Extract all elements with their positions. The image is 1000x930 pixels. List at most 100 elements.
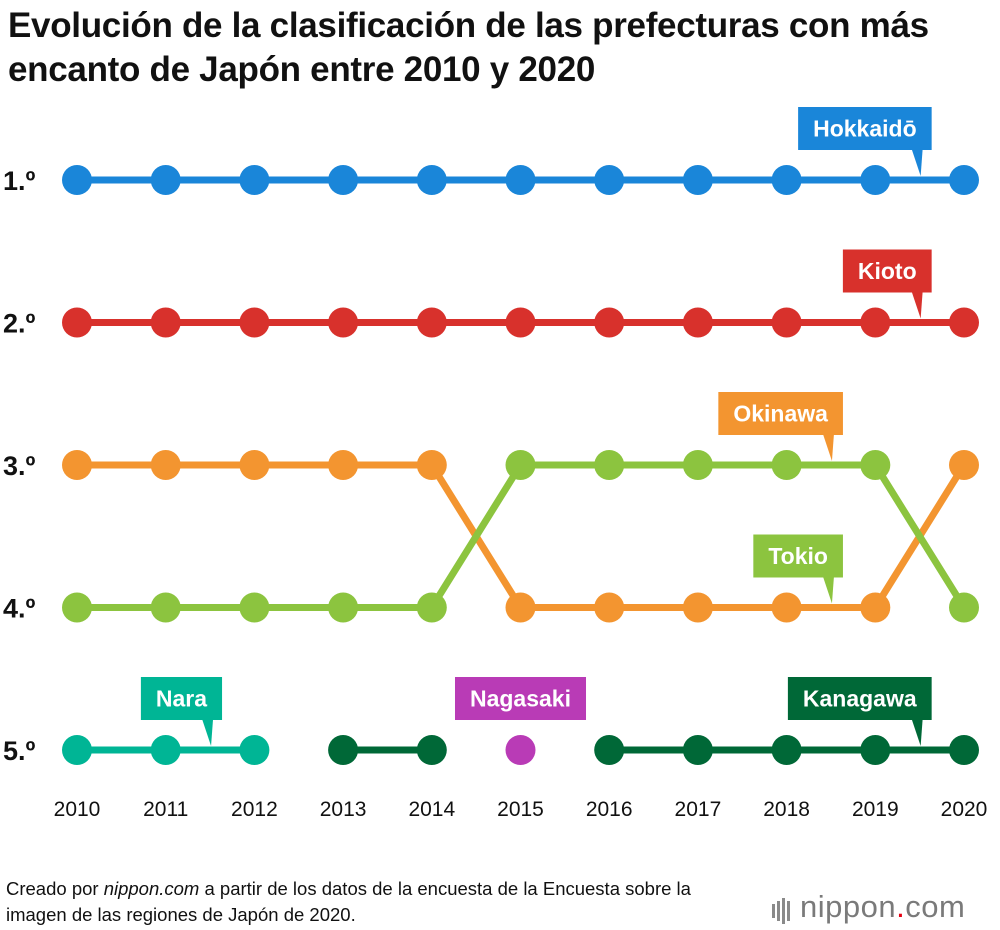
point-tokio-2019 bbox=[860, 450, 891, 480]
year-label-2013: 2013 bbox=[320, 798, 367, 821]
logo-name: nippon bbox=[800, 889, 897, 924]
point-kioto-2012 bbox=[239, 307, 270, 338]
point-okinawa-2011 bbox=[150, 450, 181, 480]
label-pointer-nara bbox=[202, 719, 214, 746]
point-hokkaido-2020 bbox=[949, 165, 979, 195]
point-hokkaido-2011 bbox=[150, 165, 181, 195]
point-kioto-2017 bbox=[682, 307, 713, 338]
label-text-nara: Nara bbox=[156, 686, 207, 712]
point-tokio-2010 bbox=[62, 592, 92, 623]
point-hokkaido-2015 bbox=[505, 165, 536, 195]
rank-chart: 1.º 2.º 3.º 4.º 5.º 2010 2011 2012 2013 2014 2015… bbox=[3, 107, 988, 821]
chart-title: Evolución de la clasificación de las pre… bbox=[8, 6, 929, 89]
point-kioto-2013 bbox=[328, 307, 359, 338]
label-box-kanagawa bbox=[787, 677, 932, 720]
label-box-nara bbox=[140, 677, 223, 720]
point-okinawa-2015 bbox=[505, 592, 536, 623]
point-kioto-2015 bbox=[505, 307, 536, 338]
point-tokio-2016 bbox=[594, 450, 625, 480]
rank-axis: 1.º 2.º 3.º 4.º 5.º bbox=[3, 166, 36, 766]
point-tokio-2018 bbox=[771, 450, 802, 480]
point-kanagawa-2016 bbox=[594, 735, 625, 765]
nippon-logo: nippon.com bbox=[772, 890, 1000, 924]
source-text-start: Creado por bbox=[6, 878, 104, 899]
point-hokkaido-2013 bbox=[328, 165, 359, 195]
point-hokkaido-2018 bbox=[771, 165, 802, 195]
point-tokio-2015 bbox=[505, 450, 536, 480]
label-box-kioto bbox=[842, 249, 932, 293]
point-kanagawa-2017 bbox=[682, 735, 713, 765]
label-kanagawa: Kanagawa bbox=[787, 677, 932, 746]
rank-label-3: 3.º bbox=[3, 451, 36, 481]
logo-tld: com bbox=[905, 889, 966, 924]
point-kanagawa-2019 bbox=[860, 735, 891, 765]
point-tokio-2012 bbox=[239, 592, 270, 623]
point-hokkaido-2019 bbox=[860, 165, 891, 195]
point-okinawa-2014 bbox=[416, 450, 447, 480]
series-labels: Hokkaidō Kioto Okinawa Tokio Nara Kanagawa Nag… bbox=[140, 107, 932, 746]
label-box-nagasaki bbox=[454, 677, 587, 720]
point-kioto-2020 bbox=[949, 307, 979, 338]
point-okinawa-2016 bbox=[594, 592, 625, 623]
label-text-tokio: Tokio bbox=[768, 543, 828, 569]
point-okinawa-2012 bbox=[239, 450, 270, 480]
year-label-2017: 2017 bbox=[675, 798, 722, 821]
point-kioto-2018 bbox=[771, 307, 802, 338]
label-pointer-tokio bbox=[822, 576, 834, 604]
label-text-okinawa: Okinawa bbox=[733, 401, 828, 427]
point-kanagawa-2013 bbox=[328, 735, 359, 765]
point-tokio-2013 bbox=[328, 592, 359, 623]
year-label-2020: 2020 bbox=[941, 798, 988, 821]
point-hokkaido-2012 bbox=[239, 165, 270, 195]
rank-label-4: 4.º bbox=[3, 594, 36, 624]
label-nagasaki: Nagasaki bbox=[454, 677, 587, 720]
point-tokio-2020 bbox=[949, 592, 979, 623]
year-label-2014: 2014 bbox=[408, 798, 455, 821]
rank-label-5: 5.º bbox=[3, 736, 36, 766]
label-okinawa: Okinawa bbox=[718, 392, 843, 461]
label-kioto: Kioto bbox=[842, 249, 932, 319]
label-pointer-kanagawa bbox=[911, 719, 923, 746]
label-box-tokio bbox=[753, 534, 843, 578]
point-nagasaki-2015 bbox=[505, 735, 536, 765]
point-kioto-2016 bbox=[594, 307, 625, 338]
year-axis: 2010 2011 2012 2013 2014 2015 2016 2017 2018 2019… bbox=[54, 798, 988, 821]
year-label-2012: 2012 bbox=[231, 798, 278, 821]
series-points bbox=[62, 165, 979, 765]
year-label-2010: 2010 bbox=[54, 798, 101, 821]
point-kanagawa-2020 bbox=[949, 735, 979, 765]
point-nara-2011 bbox=[150, 735, 181, 765]
point-okinawa-2020 bbox=[949, 450, 979, 480]
year-label-2011: 2011 bbox=[143, 798, 188, 821]
point-kioto-2011 bbox=[150, 307, 181, 338]
source-note: Creado por nippon.com a partir de los da… bbox=[6, 876, 746, 928]
source-site: nippon.com bbox=[103, 878, 200, 899]
label-tokio: Tokio bbox=[753, 534, 843, 604]
label-box-okinawa bbox=[718, 392, 843, 435]
source-text-end: a partir de los datos de la encuesta de … bbox=[6, 878, 691, 925]
year-label-2019: 2019 bbox=[852, 798, 899, 821]
point-hokkaido-2017 bbox=[682, 165, 713, 195]
label-text-nagasaki: Nagasaki bbox=[470, 686, 571, 712]
point-nara-2012 bbox=[239, 735, 270, 765]
point-hokkaido-2014 bbox=[416, 165, 447, 195]
point-kioto-2014 bbox=[416, 307, 447, 338]
label-pointer-kioto bbox=[911, 291, 923, 319]
rank-label-2: 2.º bbox=[3, 309, 36, 339]
year-label-2018: 2018 bbox=[763, 798, 810, 821]
point-okinawa-2018 bbox=[771, 592, 802, 623]
point-okinawa-2010 bbox=[62, 450, 92, 480]
label-text-kioto: Kioto bbox=[858, 258, 917, 284]
point-kioto-2010 bbox=[62, 307, 92, 338]
point-tokio-2011 bbox=[150, 592, 181, 623]
point-okinawa-2017 bbox=[682, 592, 713, 623]
rank-label-1: 1.º bbox=[3, 166, 36, 196]
point-hokkaido-2016 bbox=[594, 165, 625, 195]
point-nara-2010 bbox=[62, 735, 92, 765]
logo-dot: . bbox=[896, 889, 906, 924]
year-label-2016: 2016 bbox=[586, 798, 633, 821]
point-tokio-2014 bbox=[416, 592, 447, 623]
label-pointer-hokkaido bbox=[911, 149, 923, 176]
year-label-2015: 2015 bbox=[497, 798, 544, 821]
point-tokio-2017 bbox=[682, 450, 713, 480]
